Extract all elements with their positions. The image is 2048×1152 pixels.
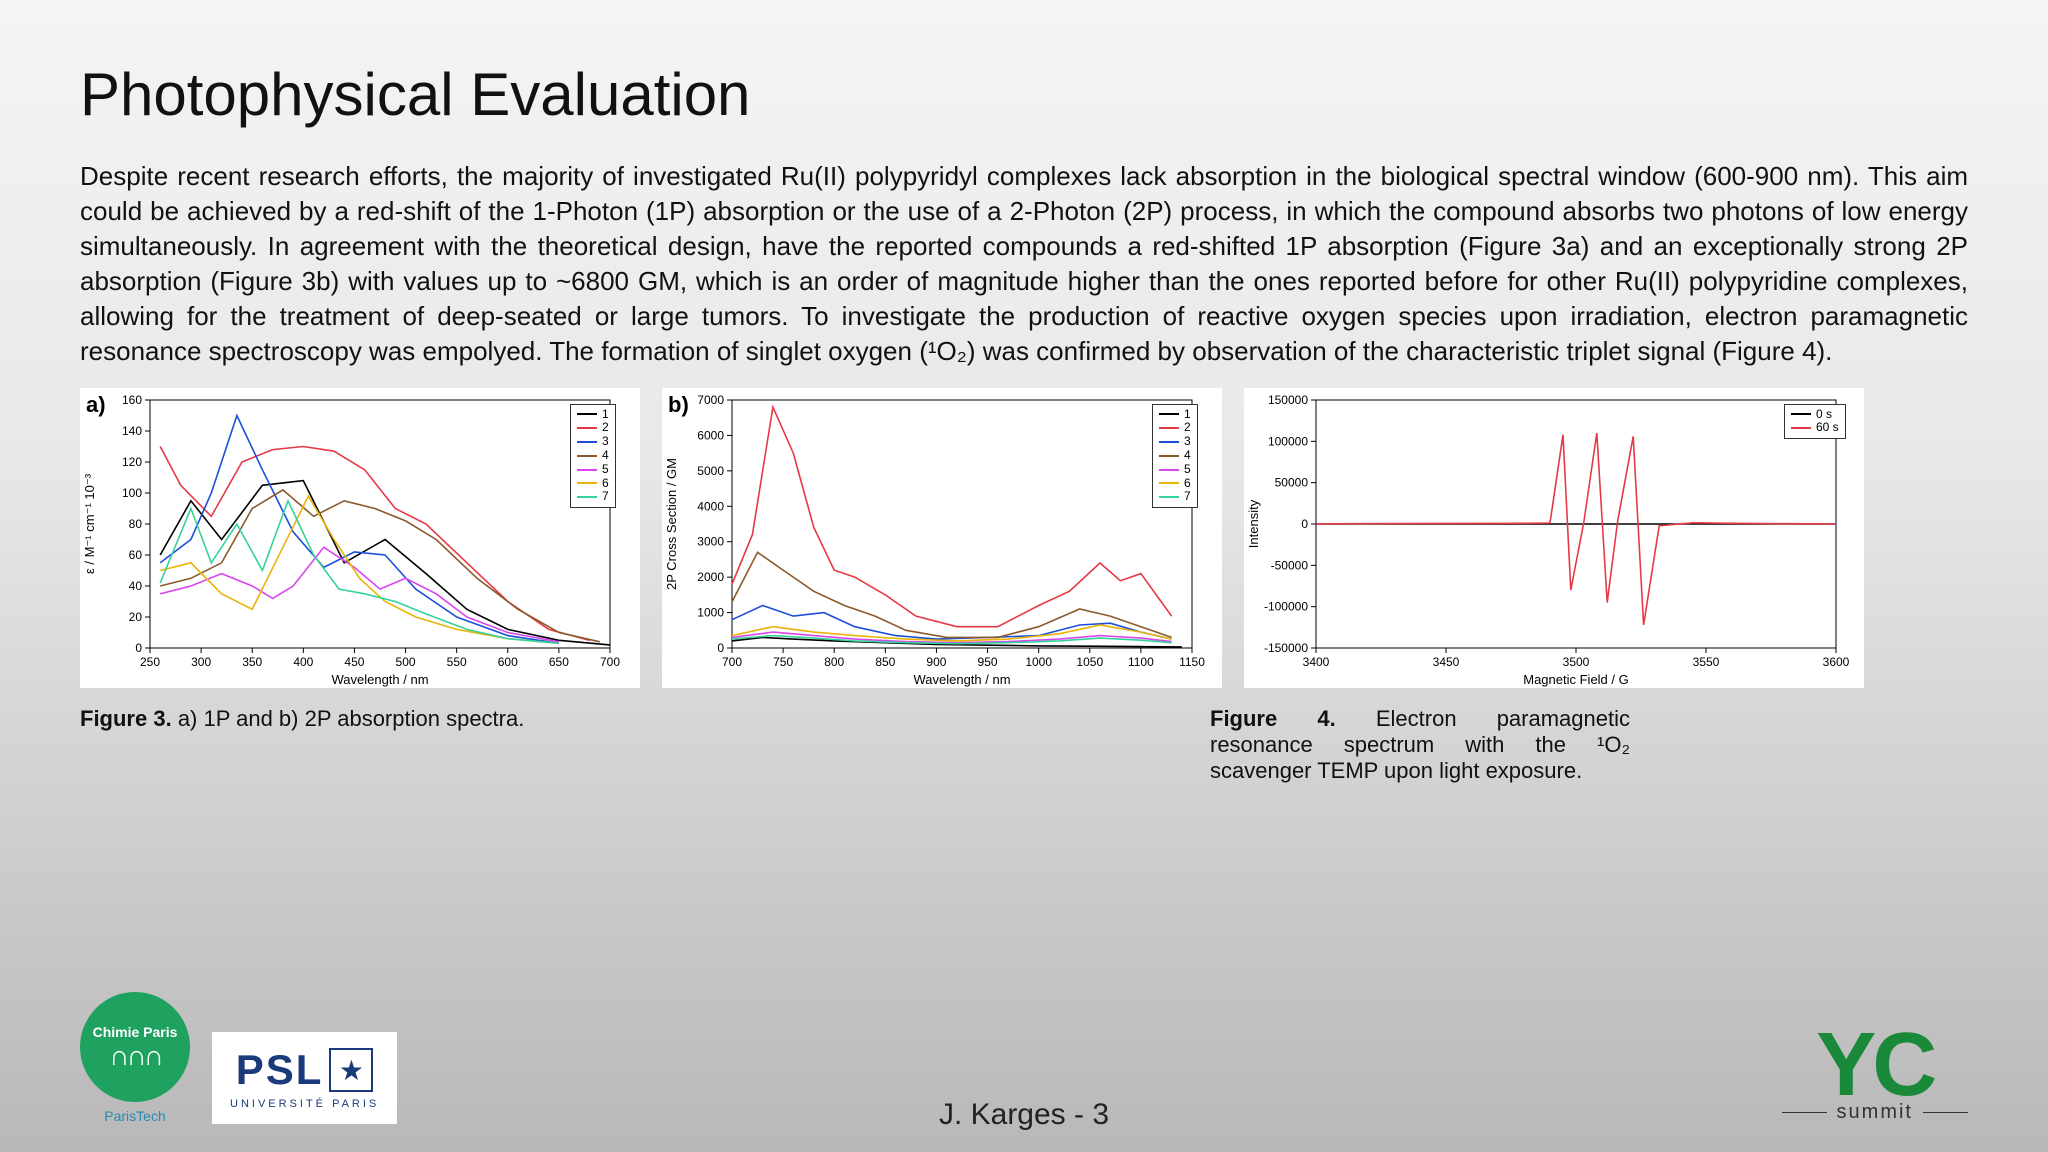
logo-chimie-bottom-text: ParisTech xyxy=(80,1108,190,1124)
svg-text:100000: 100000 xyxy=(1268,434,1308,448)
figure-3-caption-text: a) 1P and b) 2P absorption spectra. xyxy=(178,706,525,731)
svg-text:1150: 1150 xyxy=(1179,655,1205,669)
svg-text:140: 140 xyxy=(122,424,142,438)
svg-text:2P Cross Section / GM: 2P Cross Section / GM xyxy=(664,458,679,590)
figure-4-caption: Figure 4. Electron paramagnetic resonanc… xyxy=(1210,706,1630,784)
svg-text:750: 750 xyxy=(773,655,793,669)
figure-3a-panel: a)02040608010012014016025030035040045050… xyxy=(80,388,640,688)
svg-text:600: 600 xyxy=(498,655,518,669)
svg-text:Wavelength / nm: Wavelength / nm xyxy=(331,672,428,687)
svg-text:500: 500 xyxy=(396,655,416,669)
svg-text:650: 650 xyxy=(549,655,569,669)
svg-text:0: 0 xyxy=(135,641,142,655)
psl-subtext: UNIVERSITÉ PARIS xyxy=(230,1098,379,1110)
yc-text: YC xyxy=(1816,1029,1933,1101)
footer-logos: Chimie Paris ∩∩∩ ParisTech PSL ★ UNIVERS… xyxy=(0,992,2048,1124)
svg-text:450: 450 xyxy=(344,655,364,669)
svg-text:5000: 5000 xyxy=(697,463,724,477)
svg-text:40: 40 xyxy=(129,579,143,593)
svg-text:900: 900 xyxy=(926,655,946,669)
svg-text:Magnetic Field / G: Magnetic Field / G xyxy=(1523,672,1629,687)
svg-text:0: 0 xyxy=(717,641,724,655)
svg-text:-100000: -100000 xyxy=(1264,599,1308,613)
logo-psl: PSL ★ UNIVERSITÉ PARIS xyxy=(212,1032,397,1124)
svg-text:-50000: -50000 xyxy=(1271,558,1309,572)
figure-3b-panel: b)01000200030004000500060007000700750800… xyxy=(662,388,1222,688)
captions-row: Figure 3. a) 1P and b) 2P absorption spe… xyxy=(80,706,1968,784)
svg-text:250: 250 xyxy=(140,655,160,669)
svg-text:850: 850 xyxy=(875,655,895,669)
charts-row: a)02040608010012014016025030035040045050… xyxy=(80,388,1968,688)
svg-text:80: 80 xyxy=(129,517,143,531)
logo-chimie-top-text: Chimie Paris xyxy=(93,1024,178,1040)
svg-text:800: 800 xyxy=(824,655,844,669)
figure-4-panel: -150000 -100000 -50000 0 50000 100000 150000 34… xyxy=(1244,388,1864,688)
svg-text:ε / M⁻¹ cm⁻¹ 10⁻³: ε / M⁻¹ cm⁻¹ 10⁻³ xyxy=(82,473,97,574)
svg-text:1100: 1100 xyxy=(1128,655,1154,669)
svg-text:20: 20 xyxy=(129,610,143,624)
svg-text:0: 0 xyxy=(1301,517,1308,531)
logo-yc-summit: YC summit xyxy=(1782,1029,1968,1124)
svg-text:350: 350 xyxy=(242,655,262,669)
svg-text:700: 700 xyxy=(600,655,620,669)
figure-3-caption: Figure 3. a) 1P and b) 2P absorption spe… xyxy=(80,706,1210,784)
star-icon: ★ xyxy=(329,1048,373,1092)
svg-text:3550: 3550 xyxy=(1693,655,1720,669)
slide: Photophysical Evaluation Despite recent … xyxy=(0,0,2048,1152)
svg-text:2000: 2000 xyxy=(697,570,724,584)
svg-text:Wavelength / nm: Wavelength / nm xyxy=(913,672,1010,687)
svg-text:7000: 7000 xyxy=(697,393,724,407)
svg-text:700: 700 xyxy=(722,655,742,669)
svg-text:1000: 1000 xyxy=(697,605,724,619)
svg-text:1000: 1000 xyxy=(1025,655,1052,669)
svg-text:950: 950 xyxy=(978,655,998,669)
svg-text:60: 60 xyxy=(129,548,143,562)
svg-text:3400: 3400 xyxy=(1303,655,1330,669)
svg-text:1050: 1050 xyxy=(1076,655,1103,669)
svg-text:150000: 150000 xyxy=(1268,393,1308,407)
body-text: Despite recent research efforts, the maj… xyxy=(80,159,1968,370)
svg-text:-150000: -150000 xyxy=(1264,641,1308,655)
svg-text:120: 120 xyxy=(122,455,142,469)
slide-title: Photophysical Evaluation xyxy=(80,60,1968,129)
svg-text:4000: 4000 xyxy=(697,499,724,513)
svg-text:160: 160 xyxy=(122,393,142,407)
svg-text:300: 300 xyxy=(191,655,211,669)
svg-text:50000: 50000 xyxy=(1275,475,1309,489)
svg-text:3500: 3500 xyxy=(1563,655,1590,669)
svg-text:6000: 6000 xyxy=(697,428,724,442)
svg-text:3000: 3000 xyxy=(697,534,724,548)
svg-text:100: 100 xyxy=(122,486,142,500)
psl-text: PSL xyxy=(236,1046,324,1094)
svg-text:550: 550 xyxy=(447,655,467,669)
svg-text:3450: 3450 xyxy=(1433,655,1460,669)
svg-text:Intensity: Intensity xyxy=(1246,499,1261,548)
logo-chimie-paris: Chimie Paris ∩∩∩ ParisTech xyxy=(80,992,190,1124)
svg-text:3600: 3600 xyxy=(1823,655,1850,669)
arches-icon: ∩∩∩ xyxy=(109,1042,161,1070)
svg-text:400: 400 xyxy=(293,655,313,669)
